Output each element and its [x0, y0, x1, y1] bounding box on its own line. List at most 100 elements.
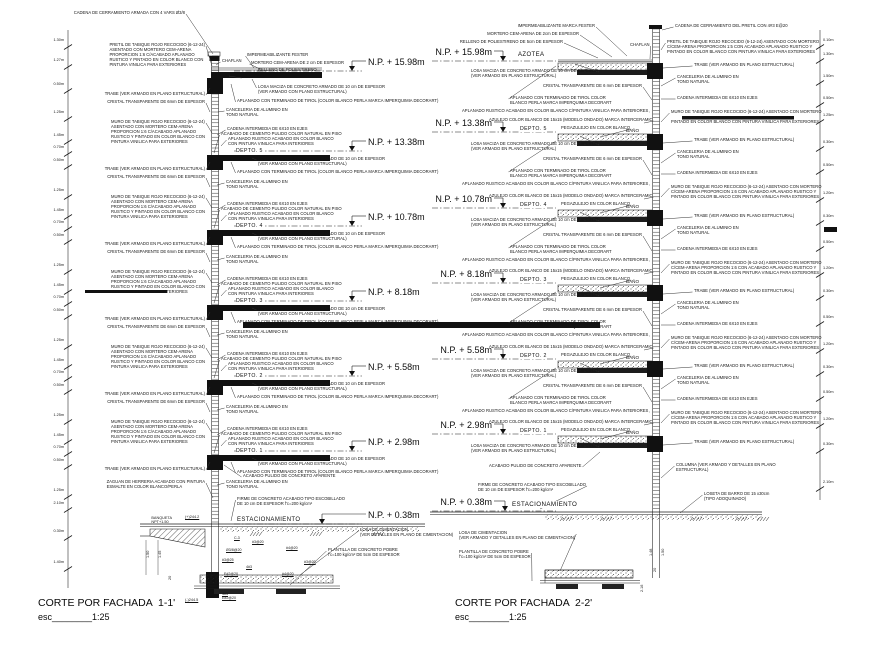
annotation-label: LOSA MACIZA DE CONCRETO ARMADO DE 10 cm … [258, 381, 385, 391]
floor-label: DEPTO. 2 [520, 353, 547, 359]
annotation-label: PRETIL DE TABIQUE ROJO RECOCIDO (6-12-24… [109, 42, 205, 67]
elevation-label: N.P. + 5.58m [368, 362, 420, 372]
dimension-label: 0.50m [823, 96, 834, 100]
floor-label: ESTACIONAMIENTO [237, 517, 301, 523]
annotation-label: PRETIL DE TABIQUE ROJO RECOCIDO (6-12-24… [667, 39, 820, 54]
annotation-label: CADENA INTERMEDIA DE 6X10 EN EJES [227, 126, 308, 131]
annotation-label: CRISTAL TRANSPARENTE DE 6mm DE ESPESOR [107, 324, 205, 329]
elevation-label: N.P. + 5.58m [440, 345, 492, 355]
elevation-label: N.P. + 15.98m [368, 57, 425, 67]
annotation-label: CRISTAL TRANSPARENTE DE 6 mm DE ESPESOR [543, 232, 642, 237]
dimension-label: 1.20m [823, 191, 834, 195]
annotation-label: APLANADO RUSTICO ACABADO EN COLOR BLANCO… [462, 332, 649, 337]
floor-label: AZOTEA [518, 52, 545, 58]
annotation-label: CADENA INTERMEDIA DE 6X10 EN EJES [227, 201, 308, 206]
annotation-label: MURO DE TABIQUE ROJO RECOCIDO (6-12-24) … [671, 109, 822, 124]
annotation-label: CANCELERIA DE ALUMINIO EN TONO NATURAL [226, 329, 288, 339]
dimension-label: 1.25m [53, 413, 64, 417]
dimension-label: 0.50m [53, 158, 64, 162]
annotation-label: CRISTAL TRANSPARENTE DE 6 mm DE ESPESOR [543, 383, 642, 388]
rebar-tag: Ø3/8@20 [226, 548, 242, 552]
annotation-label: (+)244.2 [185, 515, 200, 519]
floor-label: DEPTO. 3 [236, 298, 263, 304]
floor-label: ESTACIONAMIENTO [512, 501, 578, 508]
annotation-label: CRISTAL TRANSPARENTE DE 6mm DE ESPESOR [107, 399, 205, 404]
dimension-label: 1.25m [53, 263, 64, 267]
floor-label: DEPTO. 4 [520, 202, 547, 208]
annotation-label: CADENA INTERMEDIA DE 6X10 EN EJES [677, 95, 758, 100]
annotation-label: CANCELERIA DE ALUMINIO EN TONO NATURAL [226, 107, 288, 117]
dimension-label: 0.70m [53, 145, 64, 149]
annotation-label: APLANADO RUSTICO ACABADO EN COLOR BLANCO… [228, 361, 334, 371]
dimension-label: 0.50m [823, 240, 834, 244]
annotation-label: TRABE (VER ARMADO EN PLANO ESTRUCTURAL) [104, 316, 205, 321]
right-section-title: CORTE POR FACHADA 2-2' [455, 597, 593, 609]
annotation-label: AZULEJO COLOR BLANCO DE 15x15 (MODELO ON… [489, 193, 653, 198]
annotation-label: APLANADO CON TERMINADO DE TIROL (COLOR B… [237, 319, 439, 324]
annotation-label: MURO DE TABIQUE ROJO RECOCIDO (6-12-24) … [110, 269, 205, 294]
dimension-label: 0.50m [53, 308, 64, 312]
rotated-dimension: 1.50 [146, 550, 150, 558]
floor-label: DEPTO. 1 [236, 448, 263, 454]
annotation-label: PEGAZULEJO EN COLOR BLANCO [561, 201, 631, 206]
annotation-label: APLANADO RUSTICO ACABADO EN COLOR BLANCO… [228, 136, 334, 146]
annotation-label: AZULEJO COLOR BLANCO DE 15x15 (MODELO ON… [489, 419, 653, 424]
dimension-label: 0.70m [53, 445, 64, 449]
elevation-label: N.P. + 10.78m [368, 212, 425, 222]
annotation-label: APLANADO RUSTICO ACABADO EN COLOR BLANCO… [462, 108, 649, 113]
annotation-label: CADENA INTERMEDIA DE 6X10 EN EJES [677, 396, 758, 401]
annotation-label: ACABADO PULIDO DE CONCRETO APARENTE [489, 463, 582, 468]
dimension-label: 0.70m [53, 220, 64, 224]
dimension-label: 1.20m [823, 266, 834, 270]
left-section-scale: esc________1:25 [38, 612, 110, 622]
annotation-label: APLANADO CON TERMINADO DE TIROL (COLOR B… [237, 394, 439, 399]
annotation-label: TRABE (VER ARMADO EN PLANO ESTRUCTURAL) [694, 288, 795, 293]
dimension-label: 1.20m [823, 342, 834, 346]
dimension-label: 1.45m [53, 358, 64, 362]
annotation-label: CADENA DE CERRAMIENTO ARMADA CON 4 VARS … [73, 10, 185, 15]
annotation-label: PEGAZULEJO EN COLOR BLANCO [561, 352, 631, 357]
annotation-label: FIRME DE CONCRETO ACABADO TIPO ESCOBILLA… [237, 496, 346, 506]
annotation-label: LOSA MACIZA DE CONCRETO ARMADO DE 10 cm … [471, 292, 598, 302]
annotation-label: CADENA INTERMEDIA DE 6X10 EN EJES [227, 276, 308, 281]
annotation-label: CRISTAL TRANSPARENTE DE 6 mm DE ESPESOR [543, 83, 642, 88]
annotation-label: PEGAZULEJO EN COLOR BLANCO [561, 125, 631, 130]
dimension-label: 0.30m [823, 214, 834, 218]
annotation-label: MORTERO CEM-ARENA DE 2 cm DE ESPESOR [251, 60, 344, 65]
annotation-label: LOSA MACIZA DE CONCRETO ARMADO DE 10 cm … [258, 456, 385, 466]
dimension-label: 2.10m [53, 501, 64, 505]
annotation-label: APLANADO CON TERMINADO DE TIROL COLOR BL… [510, 319, 612, 329]
rotated-dimension: 20 [653, 567, 657, 572]
annotation-label: TRABE (VER ARMADO EN PLANO ESTRUCTURAL) [104, 166, 205, 171]
annotation-label: APLANADO RUSTICO ACABADO EN COLOR BLANCO… [462, 408, 649, 413]
annotation-label: MURO DE TABIQUE ROJO RECOCIDO (6-12-24) … [110, 419, 205, 444]
rotated-dimension: 2.16 [640, 584, 644, 592]
annotation-label: BAÑO [626, 128, 640, 133]
dimension-label: 0.70m [53, 295, 64, 299]
annotation-label: LOSA MACIZA DE CONCRETO ARMADO DE 10 cm … [471, 368, 598, 378]
annotation-label: PLANTILLA DE CONCRETO POBRE f'c=100 kg/c… [328, 547, 400, 557]
annotation-label: TRABE (VER ARMADO EN PLANO ESTRUCTURAL) [104, 391, 205, 396]
annotation-label: APLANADO CON TERMINADO DE TIROL COLOR BL… [510, 244, 612, 254]
annotation-label: IMPERMEABILIZANTE FESTER [247, 52, 309, 57]
annotation-label: ACABADO DE CEMENTO PULIDO COLOR NATURAL … [221, 131, 342, 136]
annotation-label: GOTERA [243, 74, 261, 79]
annotation-label: LOSA MACIZA DE CONCRETO ARMADO DE 10 cm … [471, 217, 598, 227]
rotated-dimension: 1.45 [158, 550, 162, 558]
leader-lines [185, 13, 703, 586]
dimension-label: 1.40m [53, 560, 64, 564]
dimension-label: 1.45m [53, 133, 64, 137]
rebar-tag: E#2@20 [224, 572, 239, 576]
dimension-label: 1.45m [53, 283, 64, 287]
elevation-label: N.P. + 13.38m [435, 118, 492, 128]
rebar-tag: #4@20 [282, 572, 294, 576]
dimension-label: 0.50m [53, 233, 64, 237]
annotation-label: PLANTILLA DE CONCRETO POBRE f'c=100 kg/c… [459, 549, 531, 559]
annotation-label: COLUMNA (VER ARMADO Y DETALLES EN PLANO … [676, 462, 776, 472]
annotation-label: ACABADO DE CEMENTO PULIDO COLOR NATURAL … [221, 356, 342, 361]
annotation-label: MURO DE TABIQUE ROJO RECOCIDO (6-12-24) … [110, 344, 205, 369]
annotation-label: LOSA MACIZA DE CONCRETO ARMADO DE 10 cm … [471, 443, 598, 453]
rebar-tag: #3@25 [222, 558, 234, 562]
